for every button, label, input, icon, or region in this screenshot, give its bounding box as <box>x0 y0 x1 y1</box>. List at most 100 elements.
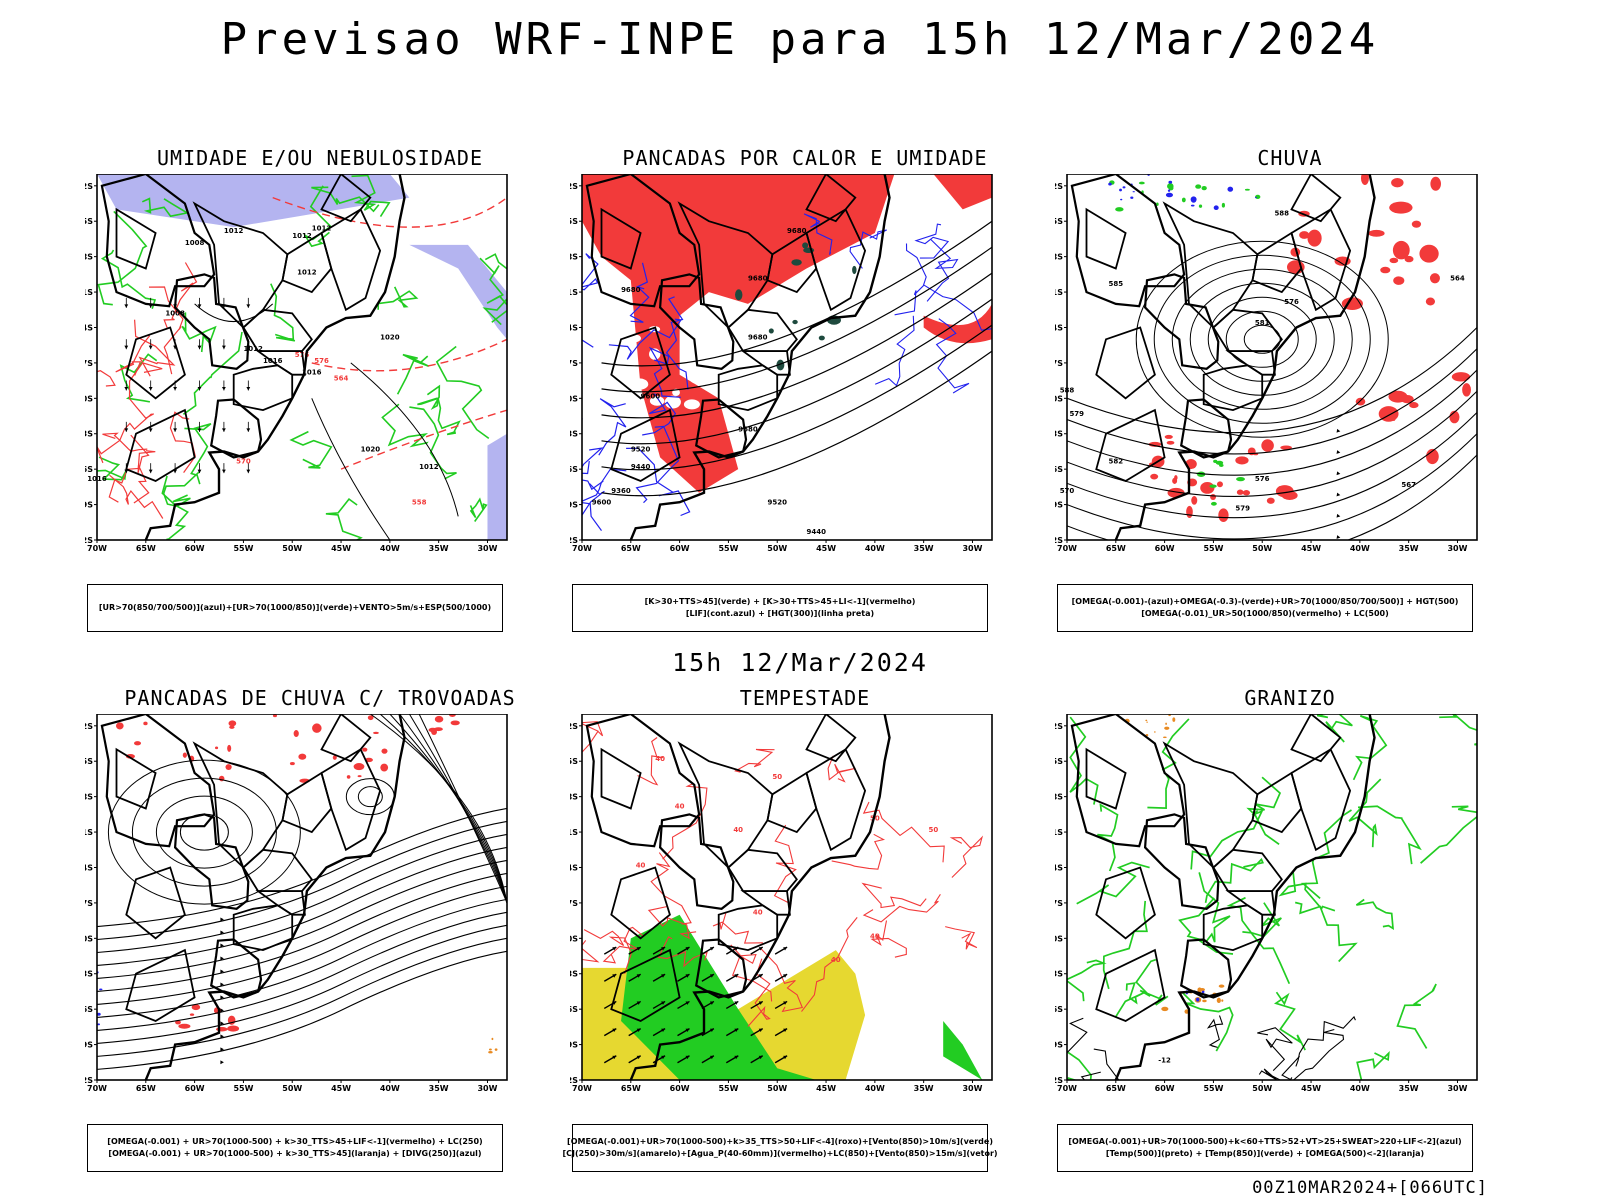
lat-label: 24S <box>85 863 93 872</box>
k-index-patch <box>802 242 809 249</box>
flow-arrow <box>1336 492 1341 497</box>
flow-arrow <box>246 428 251 432</box>
flow-arrow <box>783 1001 788 1005</box>
height-contour <box>601 298 992 445</box>
lifted-index-contour <box>648 346 681 398</box>
height-contour <box>1067 454 1477 540</box>
lat-label: 12S <box>85 182 93 191</box>
omega-orange <box>1145 719 1148 722</box>
lon-label: 40W <box>1350 1084 1370 1093</box>
flow-arrow <box>1336 450 1341 454</box>
flow-arrow <box>197 345 202 350</box>
clear-patch <box>648 326 661 333</box>
contour-label: 570 <box>236 457 251 465</box>
storm-patch <box>372 731 379 735</box>
storm-patch <box>189 1013 195 1016</box>
storm-patch <box>357 775 362 778</box>
lat-label: 36S <box>1055 1005 1063 1014</box>
lat-label: 42S <box>85 536 93 545</box>
lifted-index-contour <box>642 393 677 436</box>
lifted-index-contour <box>582 483 605 517</box>
lon-label: 30W <box>477 544 497 553</box>
thickness-contour <box>115 335 151 376</box>
contour-label: 558 <box>412 499 427 507</box>
state-border <box>115 207 157 270</box>
state-border <box>1225 890 1276 916</box>
storm-patch <box>346 775 351 779</box>
map-frame <box>96 174 508 541</box>
lon-label: 40W <box>1350 544 1370 553</box>
storm-patch <box>381 748 388 754</box>
precipitable-water-contour <box>759 947 804 1013</box>
humidity-850-contour <box>381 403 429 448</box>
lat-label: 42S <box>1055 1076 1063 1085</box>
state-border <box>125 948 196 1023</box>
streamline <box>97 820 507 941</box>
panel-tempestade: TEMPESTADE 4040504040505040404012S15S18S… <box>562 686 1040 1176</box>
height-contour <box>1171 268 1353 410</box>
storm-patch <box>115 722 124 730</box>
lat-label: 12S <box>570 722 578 731</box>
rain-patch <box>1216 481 1223 488</box>
humidity-850-contour <box>377 286 419 310</box>
lon-label: 50W <box>282 544 302 553</box>
state-border <box>281 771 333 834</box>
wind-850-fill <box>943 1020 983 1080</box>
state-border <box>717 904 779 952</box>
contour-label: 588 <box>1274 209 1289 217</box>
humidity-850-contour <box>97 210 148 306</box>
temp-850-contour <box>1198 872 1231 943</box>
state-border <box>1095 408 1166 483</box>
temp-850-contour <box>1301 809 1352 900</box>
lifted-index-contour <box>923 284 992 331</box>
lon-label: 35W <box>914 1084 934 1093</box>
contour-label: 1020 <box>361 445 381 453</box>
main-title: Previsao WRF-INPE para 15h 12/Mar/2024 <box>220 14 1380 65</box>
map-pancadas-calor: 9680 9680 9680 9600 9520 9440 9360 9600 9520 9440… <box>570 174 993 553</box>
humidity-850-contour <box>162 470 201 508</box>
temp-850-contour <box>1352 714 1388 781</box>
state-border <box>320 748 382 852</box>
lat-label: 39S <box>570 1041 578 1050</box>
lon-label: 50W <box>1252 544 1272 553</box>
state-border <box>610 326 671 400</box>
lon-label: 45W <box>1301 1084 1321 1093</box>
rain-patch <box>1404 255 1414 263</box>
border-bolivia <box>1070 714 1186 848</box>
thickness-contour <box>134 319 176 377</box>
lat-label: 30S <box>85 394 93 403</box>
lat-label: 39S <box>85 1041 93 1050</box>
rain-patch <box>1242 490 1251 496</box>
temp-850-contour <box>1396 983 1437 1049</box>
omega-blue <box>1130 196 1134 199</box>
flow-arrow <box>734 1001 739 1005</box>
height-contour <box>601 350 992 497</box>
panel-legend: [OMEGA(-0.001)+UR>70(1000-500)+k<60+TTS>… <box>1057 1124 1473 1172</box>
legend-line: [OMEGA(-0.001)-(azul)+OMEGA(-0.3)-(verde… <box>1071 597 1459 606</box>
divergence-blue <box>97 1023 100 1026</box>
contour-label: 567 <box>1401 481 1416 489</box>
rain-patch <box>1266 497 1275 504</box>
flow-arrow <box>734 1055 739 1060</box>
flow-arrow <box>758 974 763 978</box>
lon-label: 60W <box>670 544 690 553</box>
streamline <box>97 924 507 1044</box>
contour-label: 9680 <box>748 274 768 282</box>
lat-label: 33S <box>570 430 578 439</box>
lon-label: 65W <box>621 1084 641 1093</box>
state-border <box>255 350 306 376</box>
flow-arrow <box>1336 535 1341 539</box>
temp-850-contour <box>1182 992 1234 1052</box>
field-layer <box>1067 714 1477 1080</box>
rain-patch <box>1164 434 1173 439</box>
flow-arrow <box>220 917 224 922</box>
rain-patch <box>1393 276 1405 285</box>
flow-arrow <box>709 974 714 978</box>
flow-arrow <box>220 969 224 974</box>
storm-patch <box>293 730 299 738</box>
rain-patch <box>1411 220 1422 228</box>
state-border <box>1162 201 1259 329</box>
state-border <box>232 904 294 952</box>
state-border <box>1290 714 1342 763</box>
lon-label: 65W <box>136 544 156 553</box>
